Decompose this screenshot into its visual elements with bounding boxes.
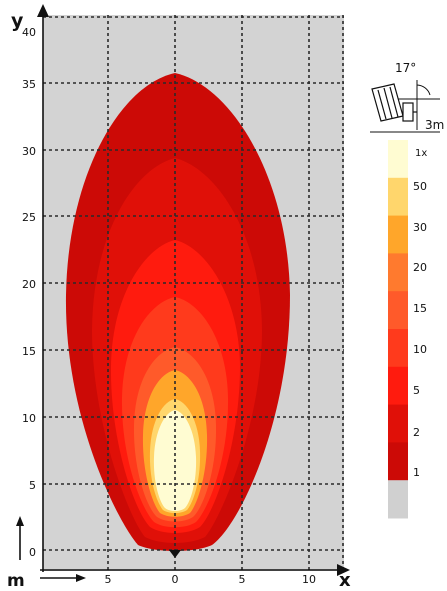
legend-swatch — [388, 480, 408, 519]
y-tick-label: 10 — [22, 412, 36, 425]
y-tick-label: 5 — [29, 479, 36, 492]
unit-vertical-arrow-head — [16, 516, 24, 526]
legend-swatches — [388, 140, 408, 519]
y-tick-label: 40 — [22, 26, 36, 39]
y-axis-label: y — [11, 10, 24, 32]
legend-labels: 1x 50 30 20 15 10 5 2 1 — [413, 148, 427, 479]
legend-swatch — [388, 404, 408, 443]
axes — [16, 4, 350, 582]
legend-label: 1x — [415, 148, 427, 159]
legend-swatch — [388, 442, 408, 481]
mounting-height-label: 3m — [425, 118, 444, 132]
y-tick-label: 35 — [22, 78, 36, 91]
x-tick-labels: 5 0 5 10 — [105, 573, 317, 586]
legend-swatch — [388, 140, 408, 179]
legend-swatch — [388, 177, 408, 217]
x-axis-label: x — [339, 570, 351, 587]
legend-label: 5 — [413, 384, 420, 397]
grid-lines — [43, 15, 344, 570]
legend-label: 15 — [413, 302, 427, 315]
contour-zones — [65, 73, 290, 551]
luminaire-mount-diagram: 17° 3m — [370, 61, 444, 133]
legend-label: 1 — [413, 466, 420, 479]
y-tick-label: 20 — [22, 278, 36, 291]
y-tick-label: 25 — [22, 211, 36, 224]
x-tick-label: 5 — [239, 573, 246, 586]
spotlight-icon — [371, 83, 417, 122]
unit-label: m — [7, 571, 25, 587]
legend-label: 50 — [413, 180, 427, 193]
legend-label: 20 — [413, 261, 427, 274]
x-tick-label: 0 — [172, 573, 179, 586]
legend-swatch — [388, 253, 408, 292]
tilt-angle-arc — [416, 84, 431, 96]
legend-label: 30 — [413, 221, 427, 234]
y-tick-label: 15 — [22, 345, 36, 358]
legend-label: 2 — [413, 426, 420, 439]
x-axis-arrow — [337, 564, 350, 576]
tilt-angle-label: 17° — [395, 61, 416, 75]
x-tick-label: 5 — [105, 573, 112, 586]
luminaire-position-marker — [169, 550, 181, 558]
x-tick-label: 10 — [302, 573, 316, 586]
legend-label: 10 — [413, 343, 427, 356]
legend-swatch — [388, 329, 408, 368]
legend-swatch — [388, 215, 408, 254]
y-tick-labels: 0 5 10 15 20 25 30 35 40 — [22, 26, 36, 559]
y-tick-label: 30 — [22, 145, 36, 158]
legend: 1x 50 30 20 15 10 5 2 1 — [388, 140, 427, 519]
unit-horizontal-arrow-head — [76, 574, 86, 582]
legend-swatch — [388, 366, 408, 406]
y-tick-label: 0 — [29, 546, 36, 559]
y-axis-arrow — [37, 4, 49, 17]
legend-swatch — [388, 291, 408, 330]
